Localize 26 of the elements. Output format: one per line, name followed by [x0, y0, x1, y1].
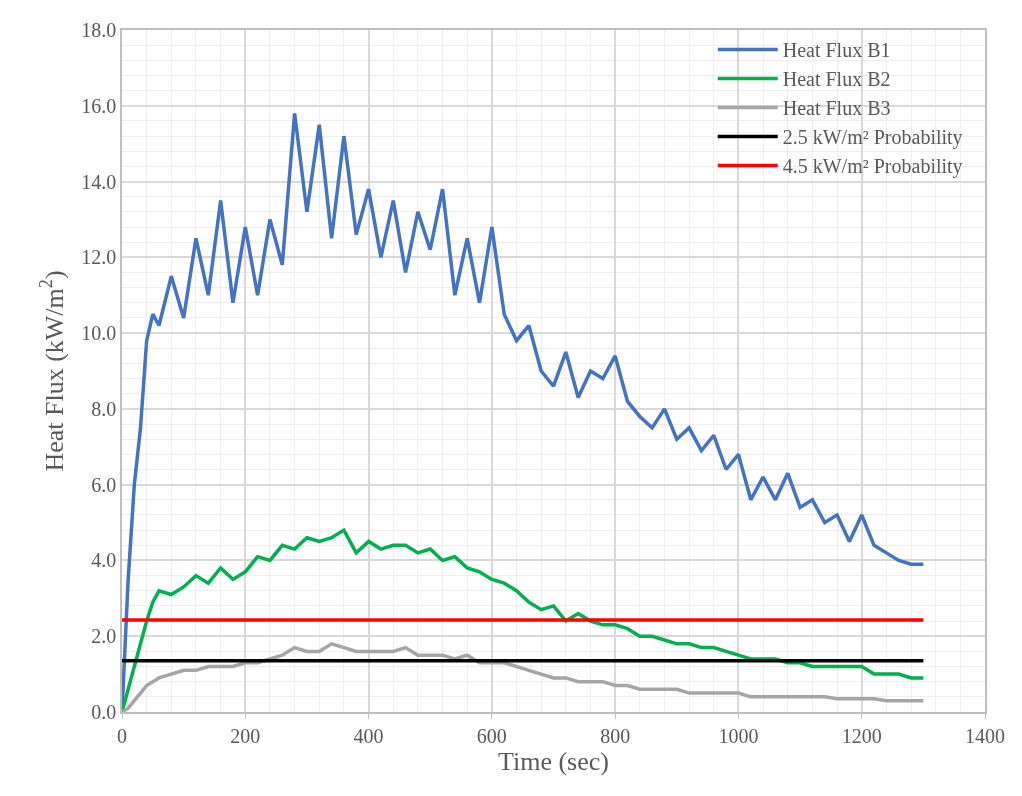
y-tick-label: 10.0	[81, 322, 117, 345]
legend-label: Heat Flux B1	[782, 39, 891, 62]
y-tick-label: 4.0	[91, 549, 117, 572]
x-tick-label: 800	[600, 724, 631, 747]
line-series	[122, 528, 926, 712]
x-tick-label: 400	[353, 724, 384, 747]
line-series	[122, 642, 926, 712]
y-tick-label: 14.0	[81, 170, 117, 193]
y-tick-label: 16.0	[81, 94, 117, 117]
y-tick-label: 6.0	[91, 473, 117, 496]
x-tick-label: 600	[476, 724, 507, 747]
legend-label: 4.5 kW/m² Probability	[782, 155, 963, 179]
x-axis-title: Time (sec)	[498, 746, 609, 776]
x-tick-label: 0	[117, 724, 127, 747]
x-tick-label: 1400	[965, 724, 1005, 747]
y-tick-label: 2.0	[91, 625, 117, 648]
legend-label: Heat Flux B3	[782, 97, 891, 120]
legend-label: 2.5 kW/m² Probability	[782, 126, 963, 150]
x-tick-label: 1000	[718, 724, 759, 747]
y-tick-label: 18.0	[81, 19, 117, 41]
x-tick-label: 200	[230, 724, 261, 747]
y-tick-label: 8.0	[91, 397, 117, 420]
y-tick-label: 0.0	[91, 701, 117, 723]
legend-label: Heat Flux B2	[782, 68, 891, 91]
x-tick-label: 1200	[841, 724, 882, 747]
y-tick-label: 12.0	[81, 246, 117, 269]
